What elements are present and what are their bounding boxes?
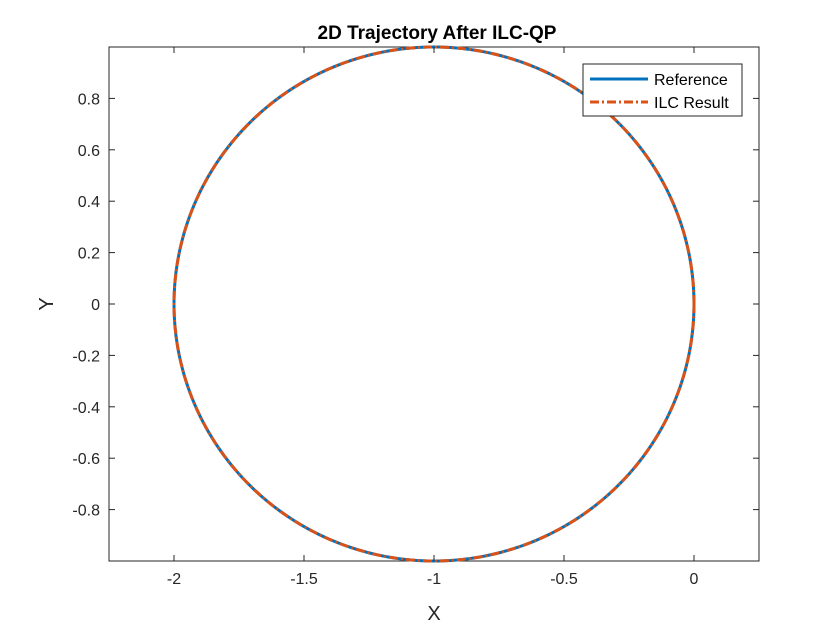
x-tick-label: -0.5 (550, 571, 578, 588)
legend-label-ilc-result: ILC Result (654, 95, 729, 112)
y-tick-label: 0.4 (78, 194, 100, 211)
legend-label-reference: Reference (654, 72, 728, 89)
x-tick-label: -2 (167, 571, 181, 588)
x-tick-label: -1.5 (290, 571, 318, 588)
y-tick-label: 0.8 (78, 91, 100, 108)
ticks-layer: -2 -1.5 -1 -0.5 0 -0.8 -0.6 -0.4 -0.2 0 0.2 0.4 0.6 0… (72, 47, 759, 588)
y-tick-label: 0.2 (78, 246, 100, 263)
series-ilc-result-line (172, 45, 696, 563)
axes-box (108, 46, 760, 562)
y-tick-label: -0.4 (72, 400, 100, 417)
x-tick-label: -1 (427, 571, 441, 588)
legend[interactable]: Reference ILC Result (582, 63, 743, 117)
y-axis-label: Y (36, 297, 58, 310)
y-tick-label: 0 (91, 297, 100, 314)
y-tick-label: -0.8 (72, 503, 100, 520)
x-axis-label: X (427, 603, 440, 625)
chart-title: 2D Trajectory After ILC-QP (318, 23, 557, 44)
y-tick-label: 0.6 (78, 143, 100, 160)
plot-area (108, 45, 760, 563)
y-tick-label: -0.2 (72, 348, 100, 365)
legend-box (582, 63, 743, 117)
series-layer (172, 45, 696, 563)
y-tick-label: -0.6 (72, 451, 100, 468)
x-tick-label: 0 (690, 571, 699, 588)
